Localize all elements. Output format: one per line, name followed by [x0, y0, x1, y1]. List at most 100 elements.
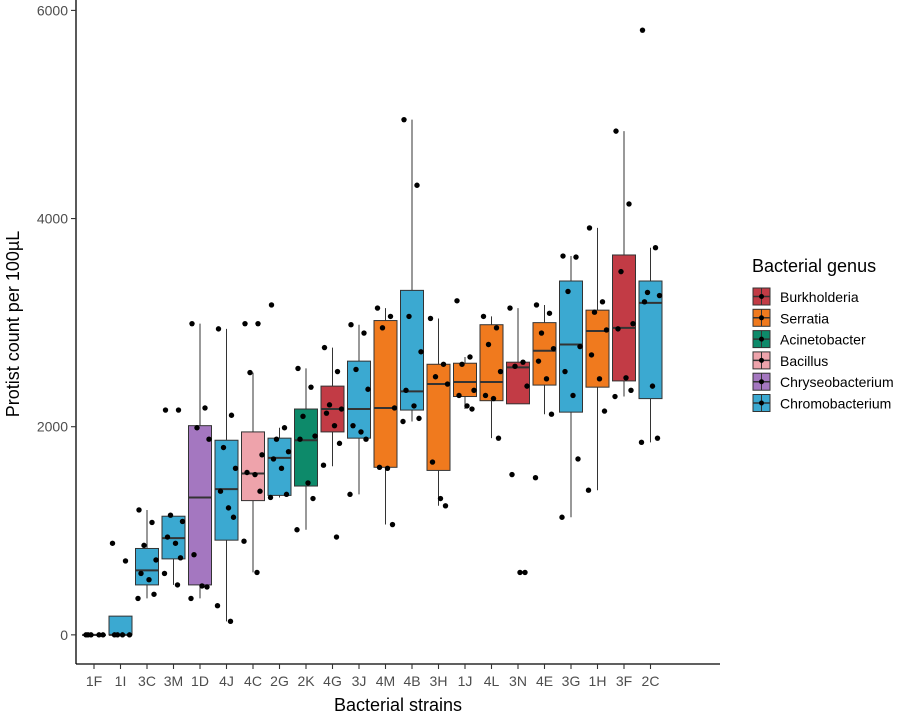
x-tick-label: 3M — [164, 673, 183, 689]
data-point — [585, 487, 592, 493]
x-tick-label: 4C — [244, 673, 262, 689]
data-point — [440, 361, 447, 367]
data-point — [227, 618, 234, 625]
data-point — [612, 393, 618, 400]
box-1F — [82, 632, 106, 638]
x-tick-label: 3H — [430, 673, 448, 689]
data-point — [162, 407, 169, 413]
data-point — [244, 469, 250, 476]
x-tick-label: 1D — [191, 673, 209, 689]
y-tick-label: 6000 — [37, 2, 68, 18]
data-point — [497, 368, 504, 375]
data-point — [270, 456, 277, 462]
data-point — [401, 116, 407, 123]
box-2G — [267, 302, 292, 501]
x-ticks: 1F 1I 3C 3M 1D 4J 4C 2G 2K 4G 3J 4M 4B 3H 1J 4L 3N 4E 3G 1H… — [86, 664, 660, 689]
data-point — [538, 330, 545, 336]
box-body — [294, 408, 318, 487]
data-point — [573, 254, 579, 260]
data-point — [391, 405, 398, 411]
x-tick-label: 4L — [484, 673, 500, 689]
data-point — [387, 313, 394, 320]
box-body — [453, 362, 477, 398]
legend-item-burkholderia: Burkholderia — [752, 287, 859, 306]
data-point — [242, 320, 248, 327]
box-body — [373, 320, 398, 468]
data-point — [444, 381, 451, 387]
x-tick-label: 3C — [138, 673, 156, 689]
data-point — [135, 595, 141, 602]
data-point — [550, 345, 557, 352]
data-point — [320, 462, 327, 468]
legend-item-chryseobacterium: Chryseobacterium — [752, 372, 894, 391]
data-point — [512, 363, 518, 370]
data-point — [214, 603, 221, 609]
legend-item-acinetobacter: Acinetobacter — [752, 330, 866, 349]
x-tick-label: 2G — [270, 673, 289, 689]
data-point — [230, 514, 237, 520]
data-point — [96, 632, 102, 638]
legend: Bacterial genus Burkholderia Serratia Acin… — [752, 256, 894, 412]
data-point — [228, 412, 235, 418]
data-point — [389, 521, 396, 528]
data-point — [560, 253, 566, 259]
data-point — [437, 495, 444, 502]
data-point — [432, 374, 439, 380]
data-point — [174, 582, 181, 588]
data-point — [326, 402, 333, 408]
x-tick-label: 4E — [536, 673, 553, 689]
data-point — [649, 383, 656, 389]
data-point — [427, 315, 434, 322]
data-point — [485, 341, 492, 348]
legend-label: Chromobacterium — [780, 396, 891, 412]
data-point — [126, 632, 133, 638]
data-point — [418, 349, 424, 355]
legend-label: Burkholderia — [780, 289, 859, 305]
data-point — [175, 407, 182, 413]
data-point — [191, 552, 197, 558]
data-point — [194, 425, 200, 431]
data-point — [300, 413, 306, 420]
data-point — [310, 495, 316, 502]
data-point — [384, 465, 391, 472]
box-4L — [479, 313, 504, 441]
data-point — [206, 436, 212, 442]
legend-key-point — [759, 400, 764, 406]
data-point — [586, 225, 593, 231]
x-tick-label: 2C — [642, 673, 660, 689]
data-point — [297, 436, 303, 442]
legend-key-point — [759, 315, 764, 321]
data-point — [141, 542, 147, 549]
data-point — [273, 436, 280, 442]
data-point — [596, 376, 603, 382]
data-point — [406, 313, 412, 320]
data-point — [336, 440, 343, 447]
data-point — [467, 354, 473, 360]
data-point — [469, 406, 475, 412]
data-point — [414, 182, 420, 188]
data-point — [379, 325, 386, 331]
data-point — [164, 534, 171, 540]
data-point — [172, 540, 179, 546]
data-point — [350, 422, 356, 429]
data-point — [400, 418, 406, 425]
box-3F — [612, 128, 636, 400]
data-point — [454, 298, 460, 304]
boxes-layer — [82, 27, 663, 638]
x-tick-label: 4G — [323, 673, 342, 689]
legend-title: Bacterial genus — [752, 256, 876, 276]
y-tick-label: 0 — [60, 627, 68, 643]
data-point — [268, 302, 275, 308]
box-body — [347, 360, 371, 439]
box-4E — [532, 302, 557, 481]
data-point — [259, 452, 265, 458]
y-tick-label: 4000 — [37, 211, 68, 227]
data-point — [220, 444, 227, 451]
data-point — [480, 313, 487, 320]
data-point — [559, 514, 565, 520]
box-3J — [347, 322, 371, 498]
legend-label: Bacillus — [780, 353, 828, 369]
box-1J — [453, 298, 477, 412]
data-point — [241, 538, 247, 544]
